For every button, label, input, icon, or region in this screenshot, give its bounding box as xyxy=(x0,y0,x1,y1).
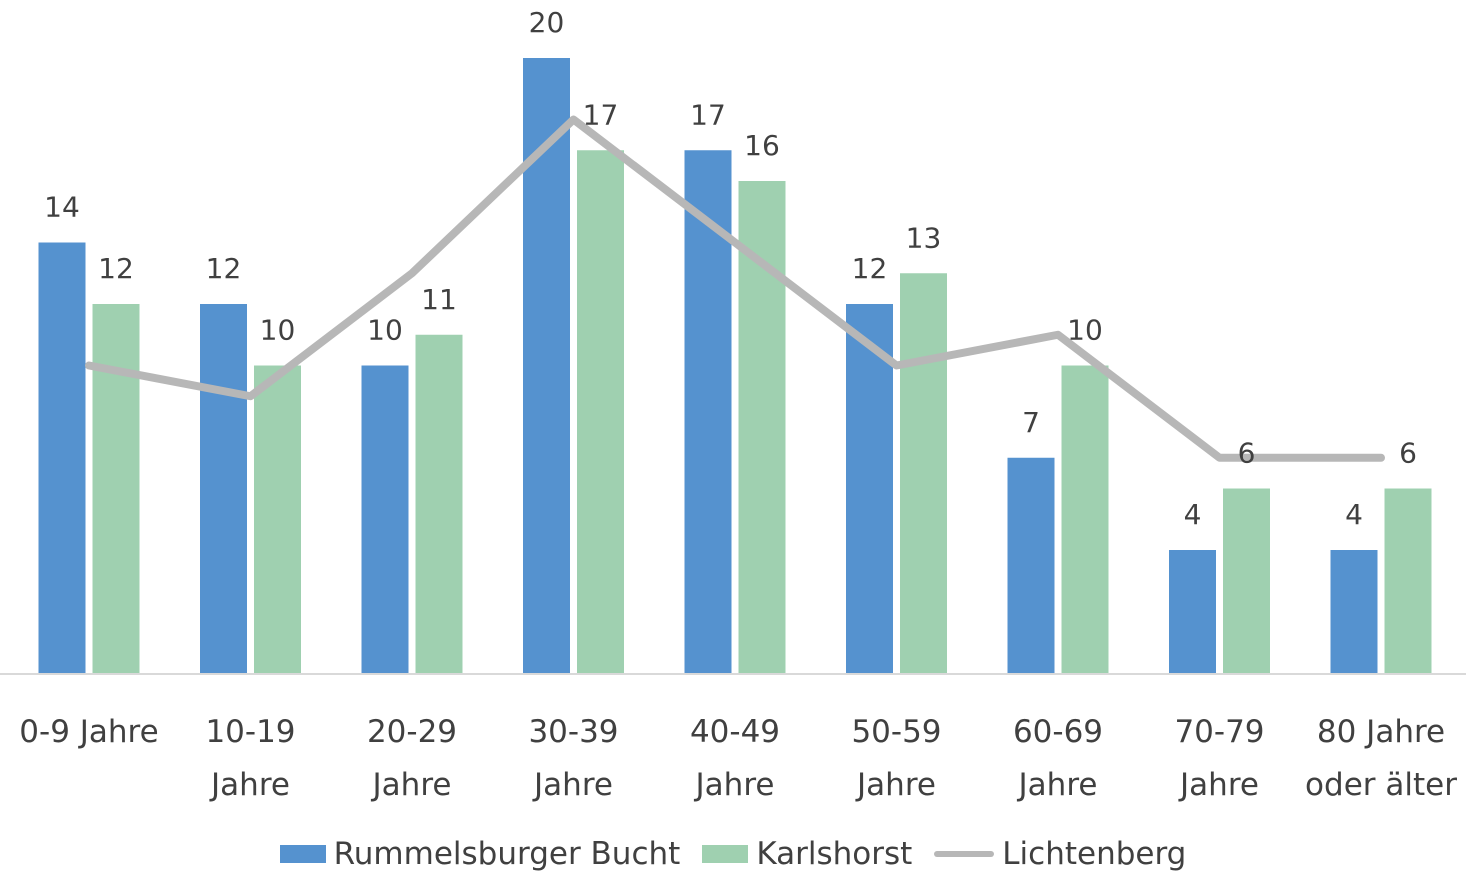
x-tick-label: Jahre xyxy=(532,767,613,803)
legend-label-lichtenberg: Lichtenberg xyxy=(1002,836,1187,872)
data-label-karlshorst: 13 xyxy=(906,221,942,254)
bar-karlshorst xyxy=(1061,365,1109,673)
data-label-rummelsburger-bucht: 20 xyxy=(529,6,565,39)
bar-karlshorst xyxy=(415,334,463,673)
legend-label-rummelsburger-bucht: Rummelsburger Bucht xyxy=(333,836,681,872)
bar-karlshorst xyxy=(254,365,301,673)
bar-karlshorst xyxy=(900,273,947,673)
bar-rummelsburger-bucht xyxy=(200,304,247,673)
data-label-karlshorst: 11 xyxy=(421,283,457,316)
data-label-karlshorst: 16 xyxy=(744,129,780,162)
x-tick-label: oder älter xyxy=(1305,767,1457,803)
legend-item-karlshorst: Karlshorst xyxy=(702,836,912,872)
x-tick-label: Jahre xyxy=(371,767,452,803)
line-lichtenberg xyxy=(85,115,1385,462)
bar-rummelsburger-bucht xyxy=(1007,457,1055,673)
x-tick-label: 10-19 xyxy=(205,714,295,750)
bars-layer xyxy=(38,58,1432,673)
data-label-karlshorst: 10 xyxy=(260,314,296,347)
data-label-karlshorst: 17 xyxy=(583,98,619,131)
legend-item-rummelsburger-bucht: Rummelsburger Bucht xyxy=(279,836,681,872)
data-label-rummelsburger-bucht: 12 xyxy=(206,252,242,285)
data-label-rummelsburger-bucht: 17 xyxy=(690,98,726,131)
legend-label-karlshorst: Karlshorst xyxy=(756,836,913,872)
bar-karlshorst xyxy=(1384,488,1432,673)
bar-rummelsburger-bucht xyxy=(684,150,732,673)
legend-swatch-rummelsburger-bucht xyxy=(279,845,326,863)
x-tick-label: Jahre xyxy=(209,767,290,803)
data-label-rummelsburger-bucht: 12 xyxy=(852,252,888,285)
legend: Rummelsburger Bucht Karlshorst Lichtenbe… xyxy=(0,832,1466,876)
x-tick-label: 80 Jahre xyxy=(1317,714,1445,750)
bar-karlshorst xyxy=(92,304,140,673)
x-tick-labels: 0-9 Jahre 10-19 Jahre 20-29 Jahre 30-39 Jahre 4… xyxy=(19,714,1457,803)
x-tick-label: 60-69 xyxy=(1013,714,1103,750)
data-label-karlshorst: 12 xyxy=(98,252,134,285)
data-label-rummelsburger-bucht: 4 xyxy=(1184,498,1202,531)
x-tick-label: Jahre xyxy=(1017,767,1098,803)
bar-rummelsburger-bucht xyxy=(1169,550,1216,673)
x-tick-label: 50-59 xyxy=(851,714,941,750)
data-label-karlshorst: 6 xyxy=(1238,437,1256,470)
x-tick-label: 40-49 xyxy=(690,714,780,750)
data-label-rummelsburger-bucht: 10 xyxy=(367,314,403,347)
line-layer xyxy=(85,115,1385,462)
x-tick-label: 70-79 xyxy=(1174,714,1264,750)
bar-rummelsburger-bucht xyxy=(361,365,409,673)
x-tick-label: 30-39 xyxy=(528,714,618,750)
data-label-karlshorst: 10 xyxy=(1067,314,1103,347)
x-tick-label: Jahre xyxy=(1178,767,1259,803)
legend-swatch-lichtenberg xyxy=(934,851,995,857)
data-label-karlshorst: 6 xyxy=(1399,437,1417,470)
bar-rummelsburger-bucht xyxy=(846,304,893,673)
chart: 14 12 12 10 10 11 20 17 17 16 12 13 7 10 4 6 4 6 0-9 Jahr… xyxy=(0,6,1466,803)
data-label-rummelsburger-bucht: 7 xyxy=(1022,406,1040,439)
bar-rummelsburger-bucht xyxy=(38,242,86,673)
bar-karlshorst xyxy=(577,150,624,673)
bar-rummelsburger-bucht xyxy=(1330,550,1378,673)
legend-swatch-karlshorst xyxy=(702,845,749,863)
x-tick-label: Jahre xyxy=(855,767,936,803)
data-label-rummelsburger-bucht: 4 xyxy=(1345,498,1363,531)
data-labels-layer: 14 12 12 10 10 11 20 17 17 16 12 13 7 10 4 6 4 6 xyxy=(44,6,1417,531)
x-tick-label: Jahre xyxy=(694,767,775,803)
data-label-rummelsburger-bucht: 14 xyxy=(44,191,80,224)
legend-item-lichtenberg: Lichtenberg xyxy=(934,836,1186,872)
x-tick-label: 0-9 Jahre xyxy=(19,714,158,750)
bar-karlshorst xyxy=(1223,488,1270,673)
x-tick-label: 20-29 xyxy=(367,714,457,750)
